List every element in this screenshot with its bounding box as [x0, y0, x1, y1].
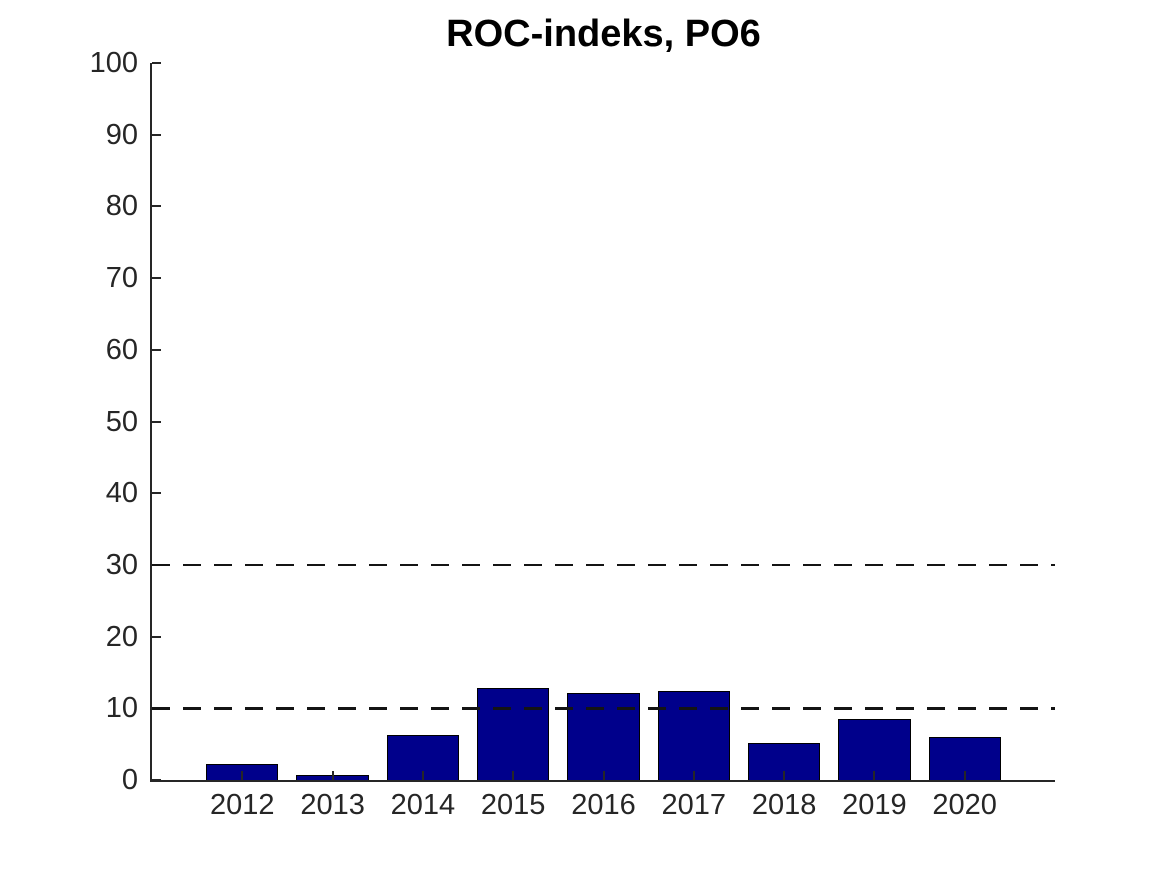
y-tick-label: 80 — [105, 190, 138, 223]
bar-2017 — [657, 691, 730, 782]
y-tick — [152, 492, 161, 495]
y-tick — [152, 205, 161, 208]
bar-2015 — [477, 688, 550, 782]
x-tick — [421, 771, 424, 780]
x-tick-label: 2020 — [932, 789, 997, 821]
x-tick-label: 2013 — [300, 789, 365, 821]
y-axis — [150, 63, 152, 782]
x-tick-label: 2015 — [480, 789, 546, 821]
chart-title: ROC-indeks, PO6 — [446, 13, 761, 55]
y-tick — [152, 277, 161, 280]
x-tick-label: 2017 — [661, 789, 727, 821]
x-tick-label: 2014 — [390, 789, 456, 821]
y-tick-label: 50 — [105, 405, 138, 438]
y-tick-label: 60 — [105, 333, 138, 366]
x-tick-label: 2012 — [210, 789, 275, 821]
y-tick-label: 20 — [105, 620, 138, 653]
y-tick — [152, 62, 161, 64]
x-tick — [692, 771, 695, 780]
reference-line-30 — [152, 563, 1055, 567]
y-tick-label: 40 — [105, 477, 138, 510]
x-tick-label: 2019 — [842, 789, 907, 821]
x-tick-label: 2018 — [751, 789, 817, 821]
x-tick-label: 2016 — [571, 789, 636, 821]
y-tick — [152, 348, 161, 351]
y-tick — [152, 133, 161, 136]
y-tick-label: 100 — [89, 47, 138, 79]
x-tick — [241, 771, 244, 780]
y-tick-label: 10 — [105, 692, 138, 725]
x-tick — [873, 771, 876, 780]
x-tick — [963, 771, 966, 780]
x-tick — [602, 771, 605, 780]
x-axis — [150, 780, 1055, 782]
y-tick — [152, 635, 161, 638]
x-tick — [331, 771, 334, 780]
y-tick-label: 70 — [105, 262, 138, 295]
y-tick-label: 30 — [105, 548, 138, 581]
y-tick — [152, 779, 161, 781]
x-tick — [512, 771, 515, 780]
y-tick-label: 0 — [121, 764, 138, 796]
reference-line-10 — [152, 707, 1055, 710]
y-tick — [152, 420, 161, 423]
bar-2016 — [567, 692, 640, 782]
y-tick-label: 90 — [105, 118, 138, 151]
x-tick — [783, 771, 786, 780]
